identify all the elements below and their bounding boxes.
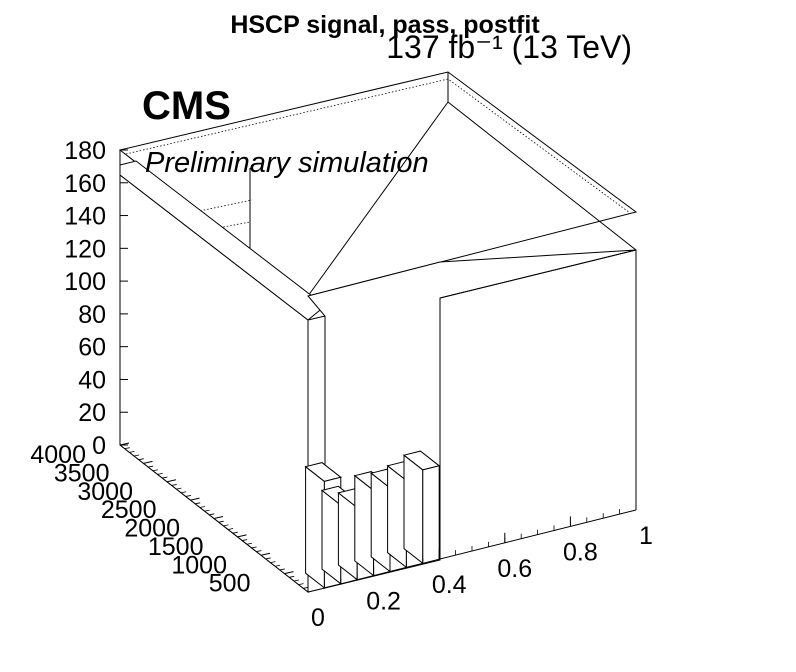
z-tick-label: 160 <box>64 170 106 198</box>
y-minor-tick <box>162 476 168 479</box>
back-right-edge <box>447 72 637 510</box>
y-tick-mark <box>213 516 224 519</box>
y-minor-tick <box>289 575 295 578</box>
y-minor-tick <box>293 579 299 582</box>
x-tick-label: 1 <box>639 522 653 550</box>
y-minor-tick <box>181 491 187 494</box>
y-minor-tick <box>138 458 144 461</box>
y-minor-tick <box>298 583 304 586</box>
y-minor-tick <box>148 465 154 468</box>
z-tick-label: 20 <box>78 399 106 427</box>
x-tick-label: 0 <box>311 604 325 632</box>
y-tick-label: 500 <box>209 570 251 598</box>
z-tick-label: 120 <box>64 235 106 263</box>
top-diagonal <box>307 101 449 297</box>
y-tick-label: 1000 <box>171 551 227 579</box>
y-tick-label: 4000 <box>30 441 86 469</box>
y-minor-tick <box>303 586 309 589</box>
y-minor-tick <box>152 469 158 472</box>
y-minor-tick <box>270 561 276 563</box>
y-tick-mark <box>237 534 247 538</box>
y-tick-label: 3000 <box>77 478 133 506</box>
y-tick-mark <box>190 497 200 501</box>
y-tick-label: 2000 <box>124 515 180 543</box>
z-tick-label: 0 <box>92 432 106 460</box>
x-tick-label: 0.2 <box>366 588 401 616</box>
chart-title: HSCP signal, pass, postfit <box>230 11 540 39</box>
bin-front <box>422 465 440 564</box>
y-minor-tick <box>209 513 215 516</box>
y-minor-tick <box>129 450 135 453</box>
z-tick-label: 100 <box>64 268 106 296</box>
y-minor-tick <box>223 524 229 527</box>
y-minor-tick <box>199 506 205 508</box>
z-tick-label: 40 <box>78 366 106 394</box>
y-tick-label: 3500 <box>54 459 110 487</box>
y-tick-mark <box>143 460 153 464</box>
y-minor-tick <box>242 539 248 541</box>
y-minor-tick <box>279 568 285 571</box>
axis-ticks: 0 20 40 60 80 100 120 140 160 180 5001000150020002… <box>30 137 653 632</box>
y-minor-tick <box>185 495 191 497</box>
small-bins <box>304 450 441 589</box>
z-tick-label: 60 <box>78 334 106 362</box>
x-tick-label: 0.8 <box>563 538 598 566</box>
cms-label: CMS <box>142 84 231 128</box>
y-minor-tick <box>246 542 252 545</box>
y-tick-mark <box>284 571 294 575</box>
y-minor-tick <box>157 473 163 475</box>
y-tick-mark <box>119 442 130 446</box>
z-tick-label: 180 <box>64 137 106 165</box>
y-tick-label: 1500 <box>148 533 204 561</box>
x-tick-label: 0.6 <box>497 555 532 583</box>
bin-large-top <box>119 160 326 321</box>
y-minor-tick <box>124 447 130 450</box>
y-minor-tick <box>256 550 262 552</box>
y-tick-label: 2500 <box>101 496 157 524</box>
z-tick-label: 80 <box>78 301 106 329</box>
y-minor-tick <box>228 528 234 530</box>
preliminary-label: Preliminary simulation <box>145 147 429 179</box>
y-tick-mark <box>166 479 177 483</box>
y-minor-tick <box>204 509 210 512</box>
y-minor-tick <box>275 564 281 567</box>
z-tick-label: 140 <box>64 203 106 231</box>
y-minor-tick <box>218 520 224 523</box>
bin-side <box>403 454 424 565</box>
y-minor-tick <box>195 502 201 505</box>
y-minor-tick <box>232 531 238 534</box>
y-tick-mark <box>260 552 271 556</box>
x-tick-label: 0.4 <box>432 571 467 599</box>
y-minor-tick <box>176 487 182 490</box>
y-minor-tick <box>134 454 140 457</box>
bin-7 <box>402 450 441 565</box>
y-minor-tick <box>171 484 177 486</box>
right-top-edge <box>439 249 637 299</box>
y-minor-tick <box>265 557 271 560</box>
lumi-label: 137 fb⁻¹ (13 TeV) <box>386 29 632 65</box>
grid-line-low <box>212 221 251 230</box>
y-minor-tick <box>251 546 257 549</box>
